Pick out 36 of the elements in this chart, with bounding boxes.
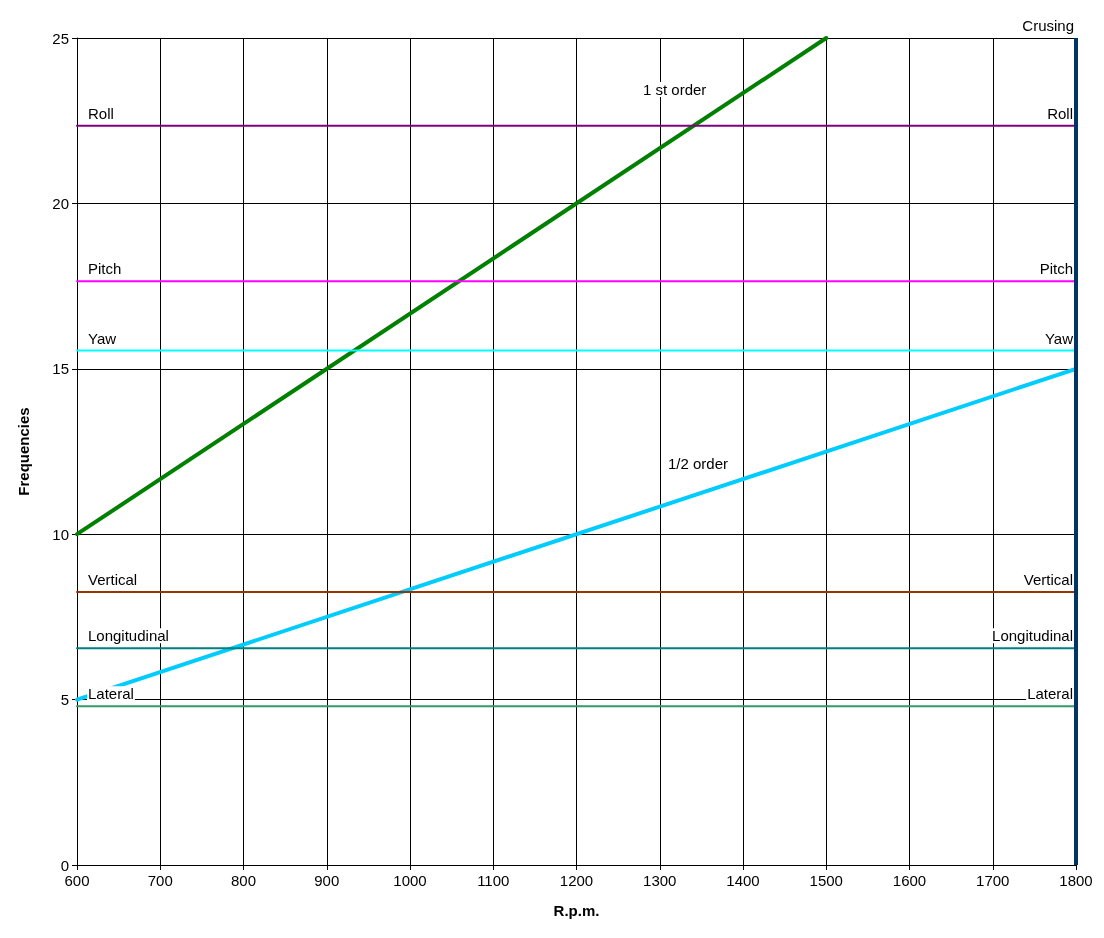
ref-line-label: Crusing (1022, 17, 1074, 34)
y-axis-title: Frequencies (15, 407, 32, 496)
x-tick-label: 1200 (559, 872, 594, 889)
series-label: Vertical (88, 571, 138, 589)
text: Yaw (1044, 329, 1073, 347)
series-label: Pitch (88, 260, 122, 278)
series-label: Longitudinal (88, 627, 169, 645)
y-tick-label: 15 (52, 360, 69, 378)
text: Pitch (1039, 260, 1073, 278)
x-axis-title: R.p.m. (553, 902, 600, 919)
text: Vertical (1023, 571, 1073, 589)
x-tick-label: 600 (64, 872, 90, 889)
y-tick-label: 10 (52, 525, 69, 543)
y-tick-label: 20 (52, 194, 69, 212)
x-tick-label: 1600 (892, 872, 927, 889)
series-label: Roll (88, 104, 114, 122)
text: Longitudinal (992, 627, 1073, 645)
annotation: 1/2 order (668, 455, 729, 472)
text: Lateral (1027, 685, 1073, 703)
series-label: Lateral (88, 685, 134, 703)
y-tick-label: 5 (60, 691, 69, 709)
text: Roll (1047, 104, 1073, 122)
x-tick-label: 700 (147, 872, 173, 889)
x-tick-label: 1000 (393, 872, 427, 889)
y-tick-label: 25 (52, 29, 69, 47)
annotation: 1 st order (643, 81, 707, 98)
series-label: Yaw (88, 329, 117, 347)
x-tick-label: 1300 (643, 872, 677, 889)
x-tick-label: 1500 (809, 872, 843, 889)
y-tick-label: 0 (60, 856, 69, 874)
x-tick-label: 1100 (477, 872, 510, 889)
x-tick-label: 1700 (976, 872, 1010, 889)
x-tick-label: 800 (230, 872, 257, 889)
x-tick-label: 1400 (726, 872, 760, 889)
x-tick-label: 1800 (1059, 872, 1093, 889)
x-tick-label: 900 (314, 872, 340, 889)
